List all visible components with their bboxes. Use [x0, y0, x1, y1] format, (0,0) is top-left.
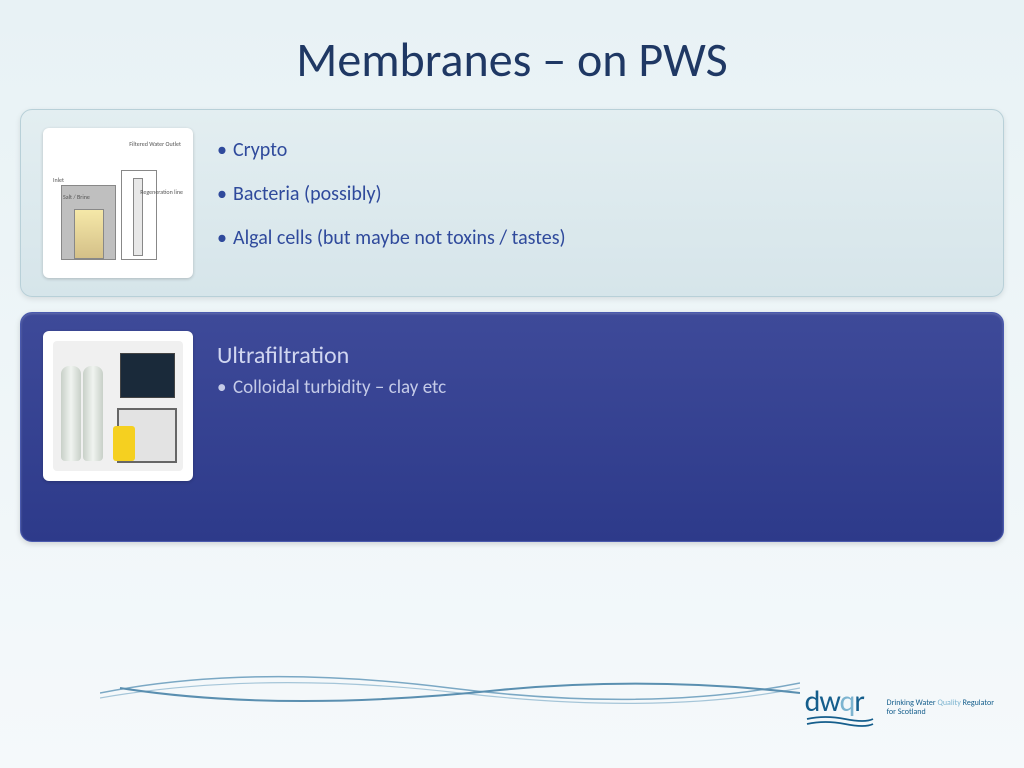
decorative-wave-icon	[100, 658, 800, 718]
microfiltration-panel: Filtered Water Outlet Inlet Salt / Brine…	[20, 109, 1004, 297]
logo-area: dwqr Drinking Water Quality Regulator fo…	[805, 689, 994, 729]
diagram-label: Regeneration line	[140, 188, 183, 196]
panel2-bullets: Colloidal turbidity – clay etc	[217, 376, 981, 399]
list-item: Colloidal turbidity – clay etc	[217, 376, 981, 399]
diagram-label: Inlet	[53, 176, 64, 184]
list-item: Algal cells (but maybe not toxins / tast…	[217, 226, 981, 250]
list-item: Crypto	[217, 138, 981, 162]
equipment-image	[43, 331, 193, 481]
ultrafiltration-panel: Ultrafiltration Colloidal turbidity – cl…	[20, 312, 1004, 542]
logo-tagline: Drinking Water Quality Regulator for Sco…	[887, 699, 994, 718]
panel1-bullets: Crypto Bacteria (possibly) Algal cells (…	[217, 138, 981, 250]
uf-equipment-icon	[53, 341, 183, 471]
filter-schematic-icon: Filtered Water Outlet Inlet Salt / Brine…	[53, 138, 183, 268]
filter-diagram-image: Filtered Water Outlet Inlet Salt / Brine…	[43, 128, 193, 278]
panel2-content: Ultrafiltration Colloidal turbidity – cl…	[217, 331, 981, 407]
panel1-content: Crypto Bacteria (possibly) Algal cells (…	[217, 128, 981, 270]
logo-wave-icon	[805, 714, 875, 728]
slide-title: Membranes – on PWS	[0, 0, 1024, 109]
dwqr-logo: dwqr	[805, 689, 875, 729]
diagram-label: Salt / Brine	[63, 193, 90, 201]
list-item: Bacteria (possibly)	[217, 182, 981, 206]
logo-wordmark: dwqr	[805, 689, 864, 715]
panel2-subtitle: Ultrafiltration	[217, 341, 981, 370]
diagram-label: Filtered Water Outlet	[129, 140, 181, 148]
